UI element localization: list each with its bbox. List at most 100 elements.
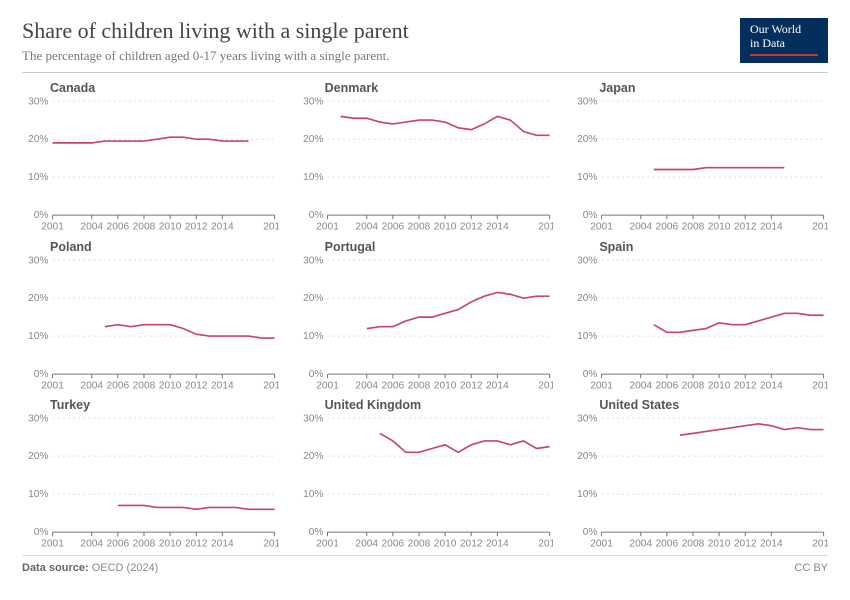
svg-text:10%: 10% xyxy=(28,172,48,183)
svg-text:10%: 10% xyxy=(303,172,323,183)
svg-text:30%: 30% xyxy=(28,97,48,107)
svg-text:2012: 2012 xyxy=(460,222,483,232)
svg-text:2001: 2001 xyxy=(41,380,64,390)
svg-text:10%: 10% xyxy=(577,331,597,342)
svg-text:2018: 2018 xyxy=(538,380,553,390)
svg-text:2006: 2006 xyxy=(107,539,130,549)
svg-text:0%: 0% xyxy=(308,210,323,221)
chart-footer: Data source: OECD (2024) CC BY xyxy=(22,555,828,574)
source-text: Data source: OECD (2024) xyxy=(22,562,158,574)
owid-logo: Our World in Data xyxy=(740,18,828,63)
svg-text:20%: 20% xyxy=(28,293,48,304)
svg-text:30%: 30% xyxy=(303,256,323,266)
license-text: CC BY xyxy=(794,562,828,574)
panel-title: United Kingdom xyxy=(325,398,554,412)
panel-title: United States xyxy=(599,398,828,412)
panel-united-kingdom: United Kingdom 0% 10% 20% 30% 2001 20042006200… xyxy=(297,398,554,551)
svg-text:0%: 0% xyxy=(583,369,598,380)
svg-text:30%: 30% xyxy=(577,97,597,107)
svg-text:2018: 2018 xyxy=(263,380,278,390)
svg-text:2010: 2010 xyxy=(433,380,456,390)
svg-text:2008: 2008 xyxy=(407,539,430,549)
svg-text:2001: 2001 xyxy=(41,539,64,549)
svg-text:30%: 30% xyxy=(28,256,48,266)
svg-text:2018: 2018 xyxy=(538,539,553,549)
svg-text:2018: 2018 xyxy=(813,380,828,390)
panel-denmark: Denmark0%10%20%30%2001200420062008201020… xyxy=(297,81,554,234)
panel-portugal: Portugal0%10%20%30%200120042006200820102… xyxy=(297,240,554,393)
svg-text:2014: 2014 xyxy=(760,380,783,390)
svg-text:2010: 2010 xyxy=(159,222,182,232)
svg-text:20%: 20% xyxy=(303,293,323,304)
svg-text:2014: 2014 xyxy=(211,222,234,232)
svg-text:2018: 2018 xyxy=(813,222,828,232)
svg-text:2012: 2012 xyxy=(185,539,208,549)
svg-text:2012: 2012 xyxy=(185,380,208,390)
svg-text:2010: 2010 xyxy=(708,380,731,390)
svg-text:30%: 30% xyxy=(303,414,323,424)
svg-text:2010: 2010 xyxy=(159,539,182,549)
svg-text:2014: 2014 xyxy=(211,539,234,549)
small-multiples-grid: Canada0%10%20%30%20012004200620082010201… xyxy=(22,81,828,551)
svg-text:2004: 2004 xyxy=(80,380,103,390)
panel-united-states: United States0%10%20%30%2001200420062008… xyxy=(571,398,828,551)
svg-text:0%: 0% xyxy=(583,210,598,221)
svg-text:20%: 20% xyxy=(577,293,597,304)
svg-text:10%: 10% xyxy=(28,489,48,500)
svg-text:2008: 2008 xyxy=(133,539,156,549)
svg-text:20%: 20% xyxy=(303,451,323,462)
panel-title: Portugal xyxy=(325,240,554,254)
svg-text:2001: 2001 xyxy=(591,539,614,549)
svg-text:0%: 0% xyxy=(34,369,49,380)
logo-line1: Our World xyxy=(750,22,801,36)
svg-text:2006: 2006 xyxy=(381,539,404,549)
svg-text:2006: 2006 xyxy=(381,380,404,390)
svg-text:20%: 20% xyxy=(28,134,48,145)
panel-poland: Poland0%10%20%30%20012004200620082010201… xyxy=(22,240,279,393)
svg-text:30%: 30% xyxy=(303,97,323,107)
svg-text:2006: 2006 xyxy=(107,222,130,232)
svg-text:0%: 0% xyxy=(583,527,598,538)
svg-text:2010: 2010 xyxy=(433,539,456,549)
panel-title: Turkey xyxy=(50,398,279,412)
svg-text:2006: 2006 xyxy=(656,539,679,549)
svg-text:2010: 2010 xyxy=(708,539,731,549)
svg-text:10%: 10% xyxy=(577,489,597,500)
svg-text:0%: 0% xyxy=(308,369,323,380)
svg-text:20%: 20% xyxy=(303,134,323,145)
svg-text:2004: 2004 xyxy=(630,539,653,549)
panel-turkey: Turkey0%10%20%30%20012004200620082010201… xyxy=(22,398,279,551)
svg-text:2012: 2012 xyxy=(460,380,483,390)
svg-text:30%: 30% xyxy=(28,414,48,424)
svg-text:2008: 2008 xyxy=(682,380,705,390)
svg-text:2008: 2008 xyxy=(682,539,705,549)
svg-text:2012: 2012 xyxy=(734,539,757,549)
logo-line2: in Data xyxy=(750,36,785,50)
panel-title: Canada xyxy=(50,81,279,95)
svg-text:2014: 2014 xyxy=(760,222,783,232)
svg-text:2012: 2012 xyxy=(734,380,757,390)
svg-text:10%: 10% xyxy=(28,331,48,342)
panel-title: Japan xyxy=(599,81,828,95)
svg-text:2001: 2001 xyxy=(316,539,339,549)
svg-text:2001: 2001 xyxy=(41,222,64,232)
svg-text:10%: 10% xyxy=(303,331,323,342)
svg-text:10%: 10% xyxy=(577,172,597,183)
chart-header: Our World in Data Share of children livi… xyxy=(22,18,828,73)
panel-spain: Spain0%10%20%30%200120042006200820102012… xyxy=(571,240,828,393)
svg-text:2018: 2018 xyxy=(538,222,553,232)
svg-text:2014: 2014 xyxy=(486,539,509,549)
svg-text:2006: 2006 xyxy=(656,380,679,390)
svg-text:2010: 2010 xyxy=(433,222,456,232)
panel-title: Denmark xyxy=(325,81,554,95)
svg-text:2018: 2018 xyxy=(263,222,278,232)
svg-text:0%: 0% xyxy=(308,527,323,538)
svg-text:20%: 20% xyxy=(28,451,48,462)
svg-text:0%: 0% xyxy=(34,210,49,221)
svg-text:2008: 2008 xyxy=(407,222,430,232)
svg-text:2004: 2004 xyxy=(80,539,103,549)
svg-text:2004: 2004 xyxy=(355,539,378,549)
svg-text:2001: 2001 xyxy=(316,222,339,232)
svg-text:10%: 10% xyxy=(303,489,323,500)
svg-text:2006: 2006 xyxy=(107,380,130,390)
